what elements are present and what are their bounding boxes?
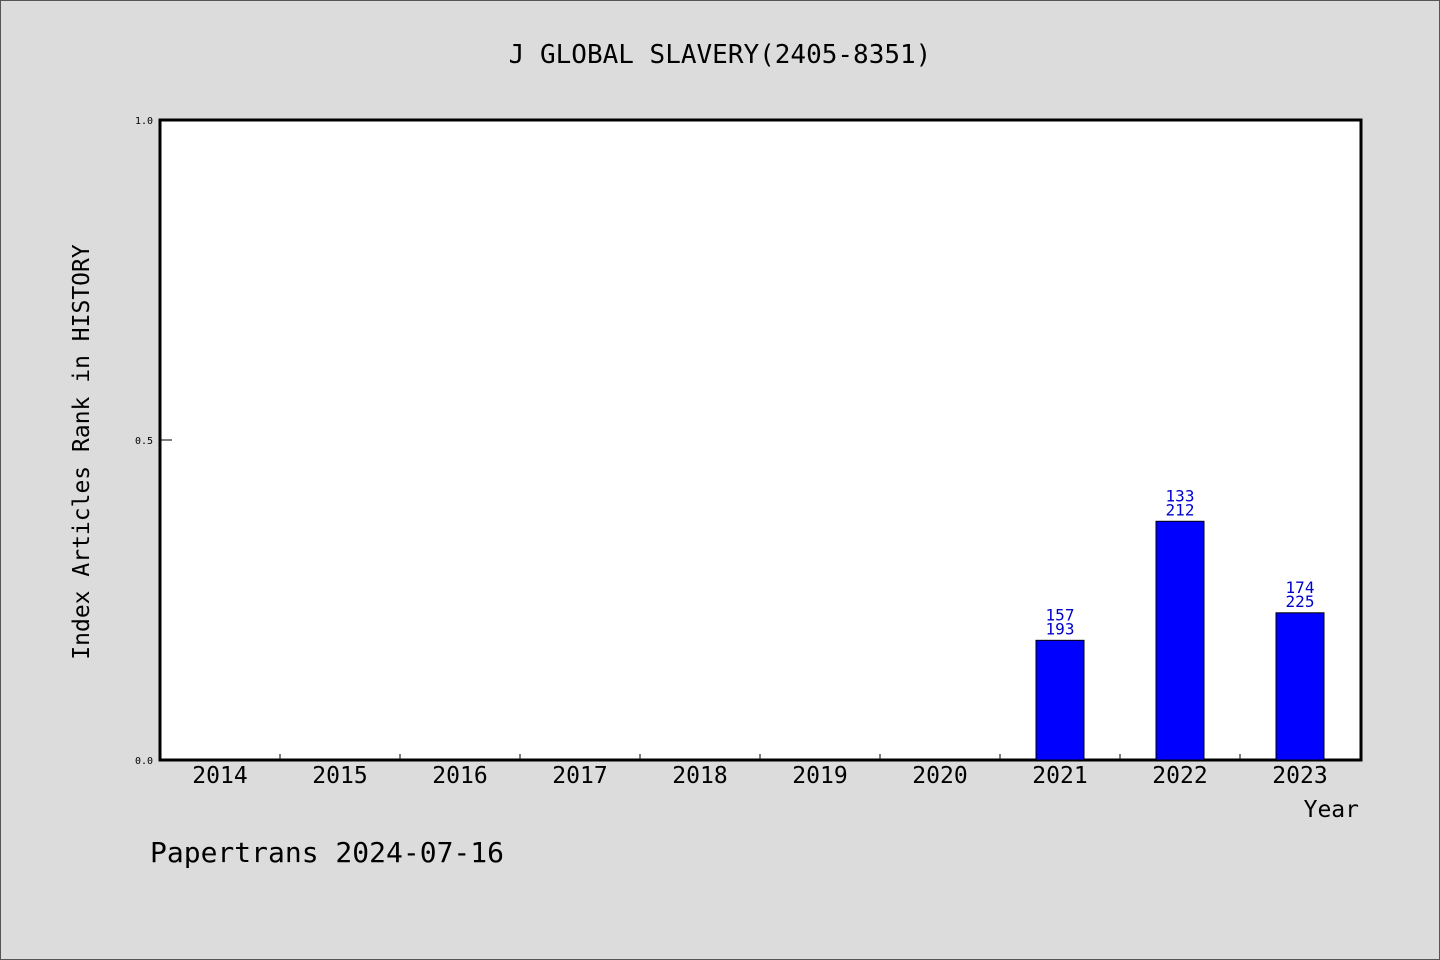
y-axis: 0.0 0.5 1.0 [135, 116, 172, 767]
chart-title: J GLOBAL SLAVERY(2405-8351) [509, 40, 932, 70]
x-tick-label: 2020 [912, 763, 967, 789]
data-label-top: 174 [1286, 578, 1315, 597]
footer-credit: Papertrans 2024-07-16 [150, 836, 504, 869]
x-tick-label: 2019 [792, 763, 847, 789]
x-tick-label: 2021 [1032, 763, 1087, 789]
data-label-bottom: 225 [1286, 592, 1315, 611]
y-tick-label: 0.0 [135, 756, 153, 767]
y-tick-label: 0.5 [135, 436, 153, 447]
x-axis: 2014 2015 2016 2017 2018 2019 2020 2021 2022 2023 [192, 754, 1328, 789]
bar-2021 [1035, 639, 1085, 761]
y-tick-label: 1.0 [135, 116, 153, 127]
x-tick-label: 2015 [312, 763, 367, 789]
data-label-bottom: 212 [1166, 500, 1195, 519]
x-axis-label: Year [1304, 797, 1359, 823]
x-tick-label: 2016 [432, 763, 487, 789]
data-label-top: 157 [1046, 605, 1075, 624]
x-tick-label: 2018 [672, 763, 727, 789]
data-label-top: 133 [1166, 486, 1195, 505]
data-label-bottom: 193 [1046, 619, 1075, 638]
y-axis-label: Index Articles Rank in HISTORY [69, 244, 95, 660]
x-tick-label: 2022 [1152, 763, 1207, 789]
bars [1035, 520, 1325, 761]
x-tick-label: 2023 [1272, 763, 1327, 789]
bar-2022 [1155, 520, 1205, 761]
x-tick-label: 2014 [192, 763, 247, 789]
x-tick-label: 2017 [552, 763, 607, 789]
bar-2023 [1275, 612, 1325, 761]
